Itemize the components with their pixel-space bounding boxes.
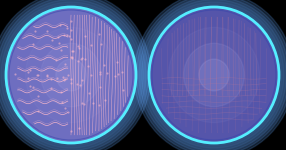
Ellipse shape — [41, 43, 101, 107]
Ellipse shape — [25, 27, 116, 123]
Ellipse shape — [0, 0, 146, 150]
Ellipse shape — [0, 0, 148, 150]
Ellipse shape — [1, 2, 141, 148]
Ellipse shape — [144, 2, 284, 148]
Ellipse shape — [139, 0, 286, 150]
Ellipse shape — [149, 7, 279, 143]
Ellipse shape — [6, 7, 136, 143]
Ellipse shape — [199, 59, 229, 91]
Ellipse shape — [136, 0, 286, 150]
Ellipse shape — [0, 0, 144, 150]
Ellipse shape — [142, 0, 286, 150]
Ellipse shape — [168, 27, 259, 123]
Ellipse shape — [134, 0, 286, 150]
Ellipse shape — [56, 59, 86, 91]
Ellipse shape — [0, 0, 151, 150]
Ellipse shape — [184, 43, 244, 107]
